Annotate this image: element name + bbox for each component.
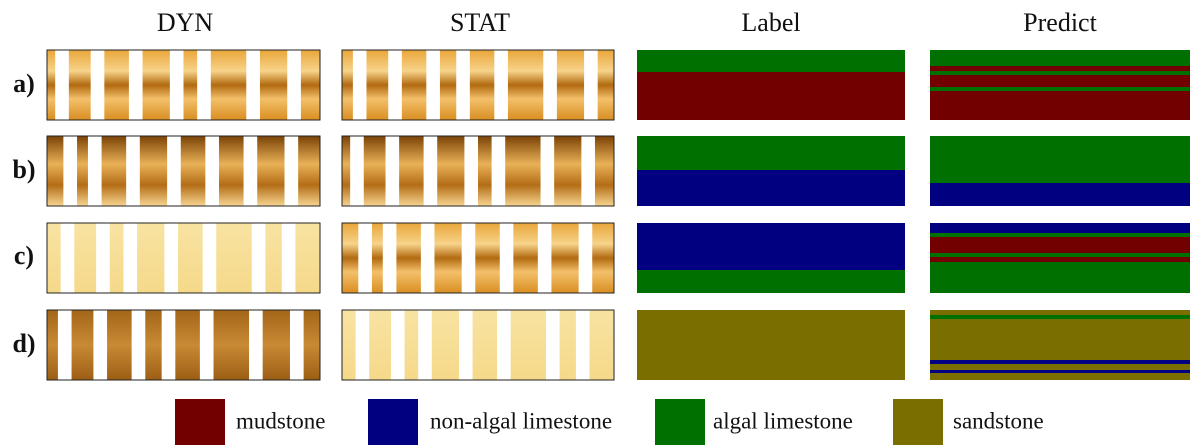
image-gap [424, 136, 438, 206]
legend-swatch [893, 399, 943, 445]
image-gap [494, 50, 508, 120]
column-header: STAT [450, 8, 510, 37]
image-gap [353, 50, 367, 120]
image-gap [459, 310, 473, 380]
image-gap [290, 310, 304, 380]
image-gap [61, 223, 75, 293]
band [930, 87, 1190, 91]
image-gap [543, 50, 557, 120]
column-header: Label [741, 8, 800, 37]
image-gap [421, 223, 435, 293]
image-gap [197, 50, 211, 120]
image-gap [123, 223, 137, 293]
image-gap [164, 223, 178, 293]
predict-panels [930, 50, 1190, 380]
band [930, 360, 1190, 364]
image-gap [285, 136, 299, 206]
image-gap [126, 136, 140, 206]
legend-label: non-algal limestone [430, 408, 612, 433]
image-gap [383, 223, 397, 293]
image-gap [132, 310, 146, 380]
band [637, 170, 905, 206]
label-panels [637, 50, 905, 380]
column-header: DYN [157, 8, 214, 37]
image-gap [356, 310, 370, 380]
image-gap [200, 310, 214, 380]
image-gap [426, 50, 440, 120]
image-gap [576, 310, 590, 380]
figure: DYN STAT Label Predict a) b) c) d) [0, 0, 1192, 447]
image-gap [579, 223, 593, 293]
band [637, 136, 905, 170]
image-gap [358, 223, 372, 293]
image-gap [96, 223, 110, 293]
band [930, 237, 1190, 253]
legend-swatch [655, 399, 705, 445]
band [637, 50, 905, 72]
band [637, 72, 905, 120]
image-gap [93, 310, 107, 380]
band [930, 315, 1190, 319]
image-gap [287, 50, 301, 120]
row-label: b) [12, 155, 35, 184]
legend-swatch [175, 399, 225, 445]
image-gap [88, 136, 102, 206]
image-gap [462, 223, 476, 293]
band [637, 270, 905, 293]
image-gap [500, 223, 514, 293]
image-gap [249, 310, 263, 380]
borehole-image [47, 223, 320, 293]
image-gap [391, 310, 405, 380]
image-gap [203, 223, 217, 293]
image-gap [418, 310, 432, 380]
image-gap [464, 136, 478, 206]
image-gap [541, 136, 555, 206]
band [637, 310, 905, 380]
band [930, 71, 1190, 75]
image-gap [584, 50, 598, 120]
image-gap [58, 310, 72, 380]
row-label: d) [12, 329, 35, 358]
legend: mudstone non-algal limestone algal limes… [175, 399, 1044, 445]
image-gap [386, 136, 400, 206]
image-gap [205, 136, 219, 206]
image-gap [167, 136, 181, 206]
legend-label: algal limestone [713, 408, 853, 433]
image-gap [497, 310, 511, 380]
borehole-image [47, 310, 320, 380]
image-gap [55, 50, 69, 120]
image-gap [170, 50, 184, 120]
row-label: c) [14, 241, 34, 270]
image-gap [581, 136, 595, 206]
row-label: a) [13, 69, 35, 98]
image-gap [63, 136, 77, 206]
image-gap [246, 50, 260, 120]
band [930, 50, 1190, 66]
borehole-image [342, 50, 614, 120]
image-gap [91, 50, 105, 120]
band [930, 310, 1190, 380]
image-gap [129, 50, 143, 120]
image-gap [244, 136, 258, 206]
image-gap [546, 310, 560, 380]
band [930, 183, 1190, 206]
band [637, 223, 905, 270]
image-gap [350, 136, 364, 206]
image-gap [492, 136, 506, 206]
legend-label: mudstone [236, 408, 325, 433]
borehole-image [342, 310, 614, 380]
column-header: Predict [1023, 8, 1097, 37]
image-gap [252, 223, 266, 293]
image-gap [282, 223, 296, 293]
band [930, 223, 1190, 233]
image-gap [162, 310, 176, 380]
image-gap [456, 50, 470, 120]
image-gap [538, 223, 552, 293]
image-gap [388, 50, 402, 120]
band [930, 370, 1190, 373]
band [930, 136, 1190, 183]
band [930, 257, 1190, 262]
legend-swatch [368, 399, 418, 445]
legend-label: sandstone [953, 408, 1044, 433]
